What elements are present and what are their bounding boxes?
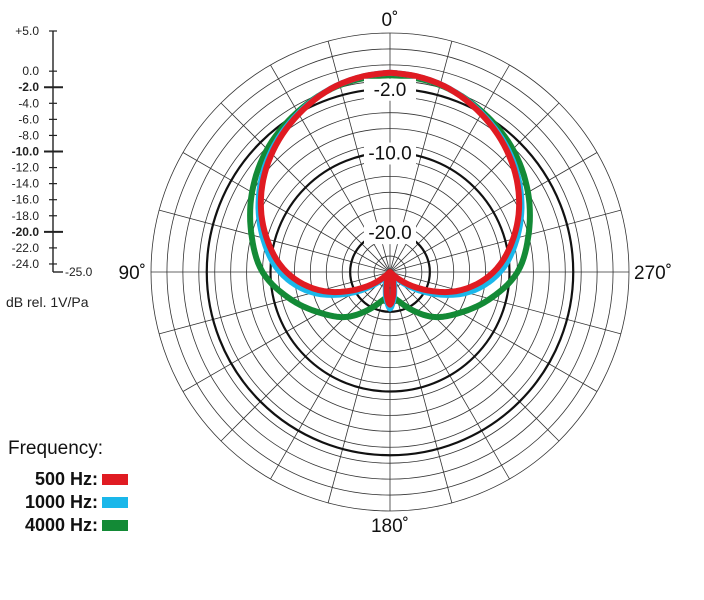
angle-label: 180˚	[371, 516, 409, 537]
ring-label: -20.0	[368, 223, 411, 244]
legend: Frequency: 500 Hz: 1000 Hz: 4000 Hz:	[8, 438, 128, 537]
ring-label: -10.0	[368, 144, 411, 165]
scale-tick-label: -18.0	[12, 209, 40, 223]
series-line-500hz	[257, 69, 523, 308]
scale-tick-label: -12.0	[12, 161, 40, 175]
ring-label-bg	[364, 142, 416, 165]
angle-label: 90˚	[119, 263, 146, 284]
legend-item-4000hz: 4000 Hz:	[8, 514, 128, 537]
scale-tick-label: -8.0	[18, 128, 39, 142]
legend-item-500hz: 500 Hz:	[8, 468, 128, 491]
scale-tick-label: -24.0	[12, 257, 40, 271]
ring-label-bg	[364, 78, 416, 101]
scale-tick-label: -20.0	[12, 225, 40, 239]
db-scale-axis: +5.0 0.0 -2.0 -4.0 -6.0 -8.0 -10.0 -12.0 -14.0 -1…	[12, 24, 93, 279]
legend-swatch	[102, 520, 128, 531]
angle-label: 0˚	[382, 10, 399, 31]
scale-tick-label: -22.0	[12, 241, 40, 255]
legend-label: 4000 Hz:	[24, 515, 98, 535]
angle-labels: 0˚ 90˚ 180˚ 270˚	[119, 10, 673, 537]
legend-swatch	[102, 474, 128, 485]
scale-tick-label: -25.0	[65, 265, 93, 279]
scale-tick-label: -4.0	[18, 96, 39, 110]
legend-swatch	[102, 497, 128, 508]
legend-label: 500 Hz:	[34, 469, 98, 489]
scale-tick-label: -2.0	[18, 80, 39, 94]
ring-label-bg	[364, 222, 416, 245]
scale-tick-label: -14.0	[12, 177, 40, 191]
ring-labels: -2.0 -10.0 -20.0	[364, 78, 416, 245]
legend-label: 1000 Hz:	[24, 492, 98, 512]
polar-series	[247, 69, 533, 321]
db-unit-label: dB rel. 1V/Pa	[6, 294, 89, 310]
legend-item-1000hz: 1000 Hz:	[8, 491, 128, 514]
scale-tick-label: -16.0	[12, 193, 40, 207]
scale-tick-label: -6.0	[18, 112, 39, 126]
ring-label: -2.0	[374, 80, 407, 101]
scale-tick-label: -10.0	[12, 145, 40, 159]
scale-tick-label: 0.0	[22, 64, 39, 78]
scale-tick-label: +5.0	[15, 24, 39, 38]
angle-label: 270˚	[634, 263, 672, 284]
legend-title: Frequency:	[8, 438, 104, 459]
